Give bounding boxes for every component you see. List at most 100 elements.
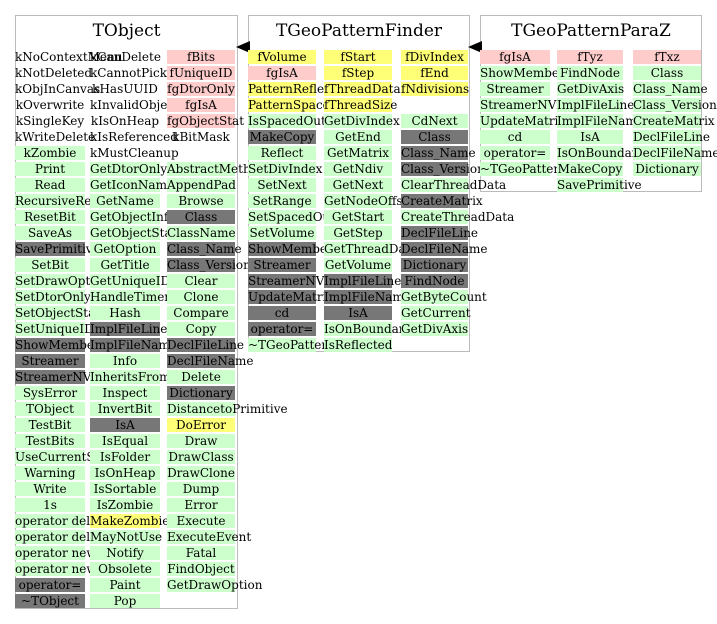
member-cell: Print — [15, 162, 85, 176]
member-cell: fgIsA — [248, 66, 316, 80]
member-cell: AppendPad — [167, 178, 236, 192]
member-cell: ShowMembers — [248, 242, 339, 256]
member-cell: Streamer — [248, 258, 316, 272]
member-cell: GetStep — [324, 226, 392, 240]
member-cell: GetVolume — [324, 258, 392, 272]
member-cell: kIsReferenced — [90, 130, 178, 144]
member-cell: Copy — [167, 322, 235, 336]
member-cell: IsFolder — [90, 450, 160, 464]
member-cell: GetObjectInfo — [90, 210, 176, 224]
member-cell: operator delete — [15, 514, 110, 528]
member-cell: ~TObject — [15, 594, 85, 608]
member-cell: ShowMembers — [480, 66, 571, 80]
member-cell: Class — [167, 210, 235, 224]
member-cell: HandleTimer — [90, 290, 171, 304]
member-cell: AbstractMethod — [167, 162, 266, 176]
member-cell: operator delete[] — [15, 530, 119, 544]
member-cell: ImplFileLine — [90, 322, 168, 336]
member-cell: ImplFileName — [557, 114, 644, 128]
member-cell: DoError — [167, 418, 235, 432]
member-cell: kInvalidObject — [90, 98, 179, 112]
member-cell: fEnd — [401, 66, 468, 80]
member-cell: GetTitle — [90, 258, 160, 272]
member-cell: FindNode — [401, 274, 468, 288]
member-cell: Class_Name — [401, 146, 476, 160]
member-cell: Class_Name — [167, 242, 242, 256]
member-cell: fgObjectStat — [167, 114, 245, 128]
member-cell: IsA — [90, 418, 160, 432]
member-cell: Delete — [167, 370, 235, 384]
member-cell: Reflect — [248, 146, 316, 160]
member-cell: fBits — [167, 50, 235, 64]
member-cell: Class_Version — [633, 98, 717, 112]
member-cell: ~TGeoPatternParaZ — [480, 162, 603, 176]
member-cell: DeclFileName — [401, 242, 488, 256]
member-cell: SetDrawOption — [15, 274, 110, 288]
member-cell: kBitMask — [172, 130, 230, 144]
member-cell: UpdateMatrix — [480, 114, 566, 128]
member-cell: kMustCleanup — [90, 146, 179, 160]
member-cell: kNotDeleted — [15, 66, 93, 80]
member-cell: UseCurrentStyle — [15, 450, 118, 464]
member-cell: fVolume — [248, 50, 316, 64]
member-cell: DrawClone — [167, 466, 235, 480]
class-title: TGeoPatternParaZ — [511, 21, 671, 41]
member-cell: GetEnd — [324, 130, 392, 144]
member-cell: GetMatrix — [324, 146, 392, 160]
member-cell: GetDivAxis — [557, 82, 625, 96]
member-cell: TestBits — [15, 434, 85, 448]
member-cell: fStart — [324, 50, 392, 64]
member-cell: ClearThreadData — [401, 178, 507, 192]
member-cell: ImplFileName — [90, 338, 177, 352]
member-cell: kNoContextMenu — [15, 50, 123, 64]
member-cell: fStep — [324, 66, 392, 80]
member-cell: operator= — [248, 322, 316, 336]
member-cell: PatternReflected — [248, 82, 351, 96]
member-cell: Warning — [15, 466, 85, 480]
member-cell: IsSpacedOut — [248, 114, 326, 128]
member-cell — [401, 98, 468, 112]
member-cell: GetNdiv — [324, 162, 392, 176]
member-cell: fDivIndex — [401, 50, 468, 64]
member-cell: DeclFileLine — [401, 226, 479, 240]
member-cell: CreateMatrix — [633, 114, 715, 128]
member-cell: GetName — [90, 194, 160, 208]
member-cell: Class_Version — [167, 258, 251, 272]
member-cell: MakeCopy — [557, 162, 623, 176]
member-cell: ~TGeoPatternFinder — [248, 338, 376, 352]
member-cell: InheritsFrom — [90, 370, 171, 384]
member-cell: SavePrimitive — [15, 242, 100, 256]
member-cell: IsA — [324, 306, 392, 320]
member-cell: GetNext — [324, 178, 392, 192]
member-cell: Execute — [167, 514, 235, 528]
member-cell: StreamerNVirtual — [15, 370, 125, 384]
member-cell: CreateMatrix — [401, 194, 483, 208]
member-cell: Streamer — [15, 354, 85, 368]
member-cell: InvertBit — [90, 402, 160, 416]
member-cell: Class — [633, 66, 701, 80]
member-cell: Obsolete — [90, 562, 160, 576]
member-cell: GetDivAxis — [401, 322, 469, 336]
member-cell: SysError — [15, 386, 85, 400]
member-cell: MakeZombie — [90, 514, 170, 528]
member-cell: DeclFileName — [633, 146, 717, 160]
member-cell: IsOnBoundary — [324, 322, 412, 336]
member-cell: Compare — [167, 306, 235, 320]
member-cell: Draw — [167, 434, 235, 448]
member-cell: MakeCopy — [248, 130, 316, 144]
member-cell: Read — [15, 178, 85, 192]
member-cell: Write — [15, 482, 85, 496]
member-cell: Dump — [167, 482, 235, 496]
member-cell: fgDtorOnly — [167, 82, 235, 96]
member-cell: GetOption — [90, 242, 160, 256]
member-cell: TestBit — [15, 418, 85, 432]
member-cell: Notify — [90, 546, 160, 560]
member-cell: UpdateMatrix — [248, 290, 334, 304]
member-cell: Paint — [90, 578, 160, 592]
member-cell: kSingleKey — [15, 114, 85, 128]
member-cell: kZombie — [15, 146, 85, 160]
member-cell: operator= — [480, 146, 550, 160]
member-cell: Class_Version — [401, 162, 485, 176]
member-cell: Clear — [167, 274, 235, 288]
member-cell: Hash — [90, 306, 160, 320]
